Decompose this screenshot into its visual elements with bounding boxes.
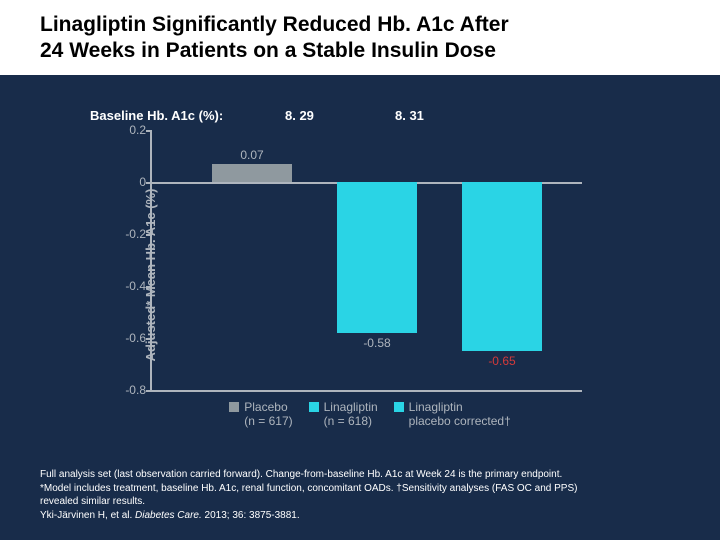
y-tick-mark (146, 390, 152, 392)
citation-pre: Yki-Järvinen H, et al. (40, 510, 135, 521)
bar-label-2: -0.65 (462, 354, 542, 368)
plot-area: 0.20-0.2-0.4-0.6-0.80.07-0.58-0.65 (150, 130, 582, 392)
baseline-value-1: 8. 29 (285, 108, 314, 123)
title-line-1: Linagliptin Significantly Reduced Hb. A1… (40, 13, 509, 36)
legend: Placebo(n = 617) Linagliptin(n = 618) Lina… (150, 400, 590, 429)
y-tick-label: -0.2 (106, 227, 146, 241)
legend-text: Placebo(n = 617) (244, 400, 292, 429)
baseline-label: Baseline Hb. A1c (%): (90, 108, 223, 123)
footnote-line-3: revealed similar results. (40, 495, 680, 509)
bar-label-0: 0.07 (212, 148, 292, 162)
citation-journal: Diabetes Care. (135, 510, 202, 521)
legend-swatch (309, 402, 319, 412)
bar-1 (337, 182, 417, 333)
footnote-line-4: Yki-Järvinen H, et al. Diabetes Care. 20… (40, 509, 680, 523)
y-tick-label: -0.8 (106, 383, 146, 397)
bar-chart: Adjusted* Mean Hb. A1c (%) 0.20-0.2-0.4-… (100, 130, 590, 420)
bar-2 (462, 182, 542, 351)
legend-item-0: Placebo(n = 617) (229, 400, 292, 429)
y-tick-label: 0 (106, 175, 146, 189)
y-tick-label: 0.2 (106, 123, 146, 137)
legend-text: Linagliptin(n = 618) (324, 400, 378, 429)
legend-item-1: Linagliptin(n = 618) (309, 400, 378, 429)
legend-swatch (229, 402, 239, 412)
y-tick-mark (146, 286, 152, 288)
y-tick-mark (146, 234, 152, 236)
title-line-2: 24 Weeks in Patients on a Stable Insulin… (40, 39, 496, 62)
legend-swatch (394, 402, 404, 412)
legend-text: Linagliptinplacebo corrected† (409, 400, 511, 429)
baseline-value-2: 8. 31 (395, 108, 424, 123)
citation-post: 2013; 36: 3875-3881. (202, 510, 300, 521)
bar-label-1: -0.58 (337, 336, 417, 350)
y-tick-mark (146, 130, 152, 132)
footnotes: Full analysis set (last observation carr… (40, 468, 680, 522)
bar-0 (212, 164, 292, 182)
slide: Linagliptin Significantly Reduced Hb. A1… (0, 0, 720, 540)
footnote-line-2: *Model includes treatment, baseline Hb. … (40, 482, 680, 496)
y-tick-label: -0.6 (106, 331, 146, 345)
footnote-line-1: Full analysis set (last observation carr… (40, 468, 680, 482)
y-tick-mark (146, 338, 152, 340)
y-tick-label: -0.4 (106, 279, 146, 293)
slide-title: Linagliptin Significantly Reduced Hb. A1… (0, 0, 720, 75)
legend-item-2: Linagliptinplacebo corrected† (394, 400, 511, 429)
